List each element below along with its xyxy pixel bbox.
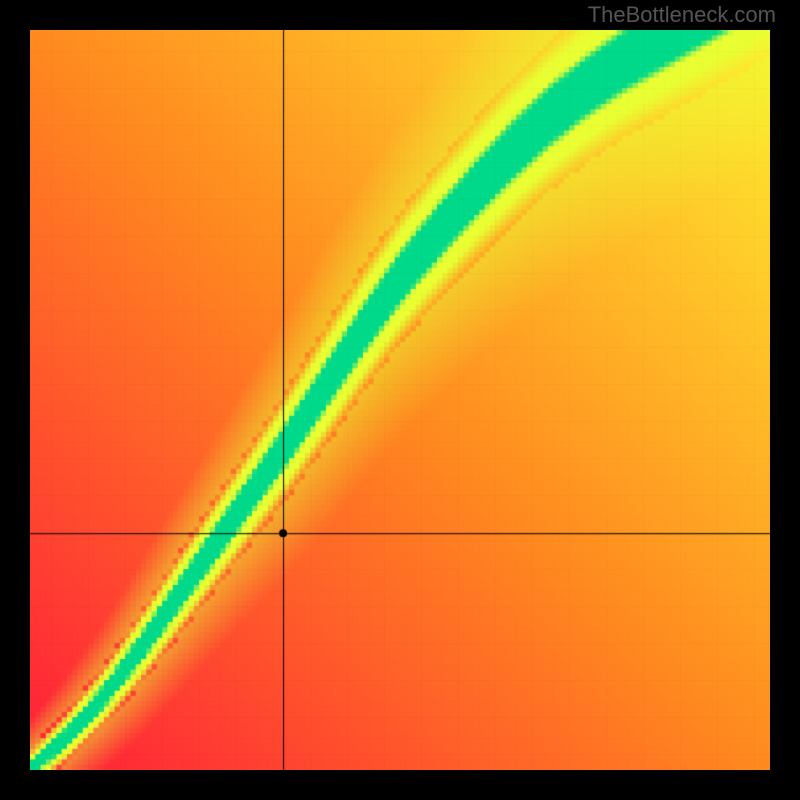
heatmap-canvas	[30, 30, 770, 770]
chart-frame: TheBottleneck.com	[0, 0, 800, 800]
watermark-text: TheBottleneck.com	[588, 2, 776, 28]
